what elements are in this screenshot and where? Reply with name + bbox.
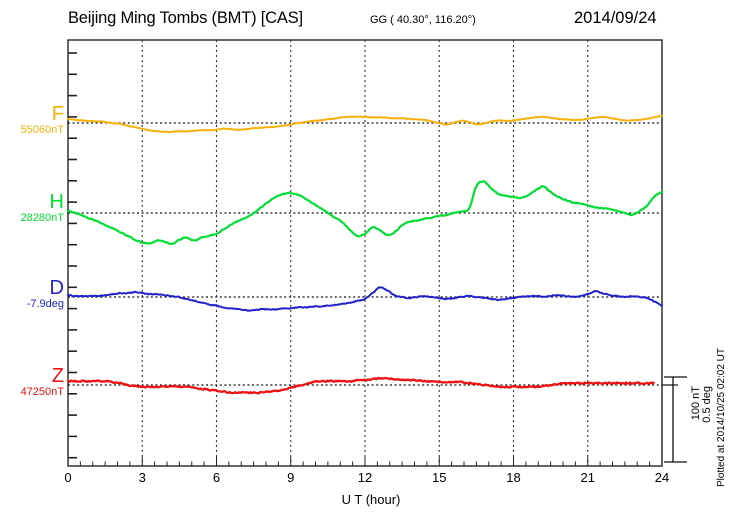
- component-label-h: H 28280nT: [20, 191, 64, 224]
- scale-bar-deg-label: 0.5 deg: [701, 386, 713, 423]
- geographic-coordinates: GG ( 40.30°, 116.20°): [370, 14, 476, 26]
- component-label-z: Z 47250nT: [20, 365, 64, 398]
- x-tick-label: 21: [580, 470, 595, 485]
- trace-z: [66, 376, 655, 395]
- component-label-f: F 55060nT: [20, 103, 64, 136]
- x-tick-label: 3: [138, 470, 146, 485]
- trace-d: [67, 286, 663, 312]
- x-tick-label: 15: [432, 470, 447, 485]
- x-axis-title: U T (hour): [341, 492, 401, 507]
- observation-date: 2014/09/24: [574, 9, 657, 27]
- trace-h: [66, 180, 664, 245]
- x-tick-label: 18: [506, 470, 521, 485]
- x-tick-label: 0: [64, 470, 72, 485]
- x-tick-label: 12: [357, 470, 373, 485]
- x-tick-label: 24: [654, 470, 670, 485]
- trace-f: [67, 114, 663, 134]
- component-label-d: D -7.9deg: [26, 277, 64, 310]
- plot-frame: [67, 39, 663, 467]
- plotted-timestamp: Plotted at 2014/10/25 02:02 UT: [716, 348, 727, 487]
- x-tick-label: 6: [212, 470, 221, 485]
- page-title: Beijing Ming Tombs (BMT) [CAS]: [68, 9, 303, 27]
- x-tick-label: 9: [287, 470, 295, 485]
